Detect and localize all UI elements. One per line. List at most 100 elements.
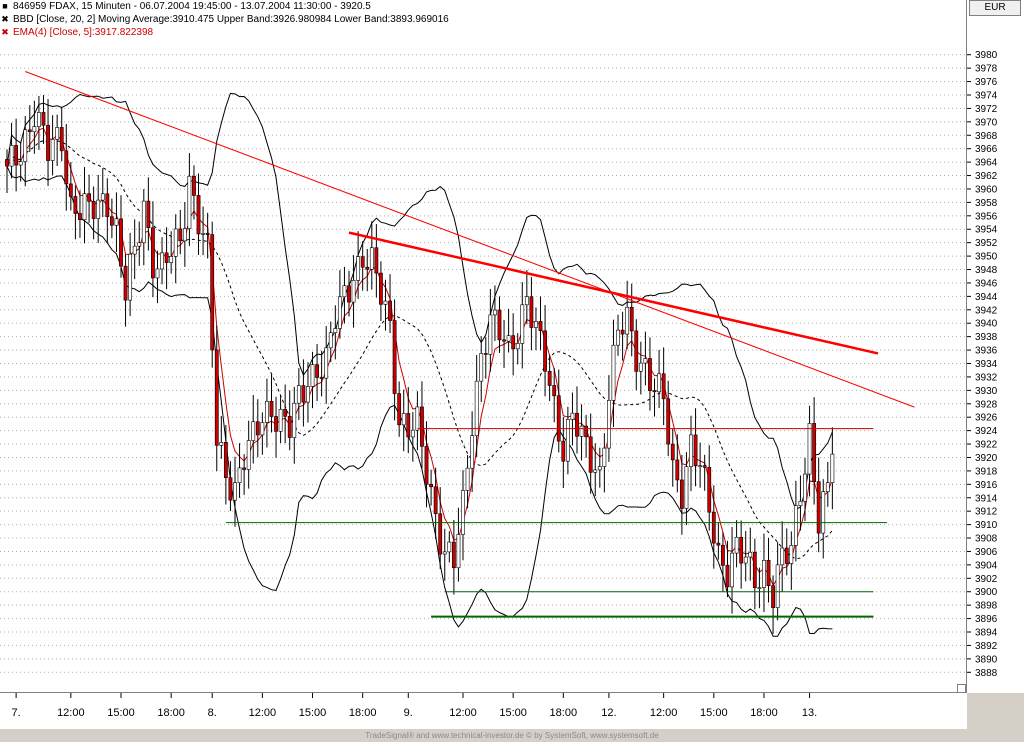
candlestick-chart[interactable] [0, 0, 966, 692]
trend-line [348, 231, 879, 355]
candle [196, 173, 201, 255]
candle-up [447, 541, 452, 553]
candle-down [269, 401, 274, 417]
candle-up [520, 304, 525, 344]
candle-up [474, 380, 479, 436]
time-tick-label: 18:00 [349, 707, 377, 719]
candle-down [547, 370, 552, 386]
time-axis-svg: 7. 12:00 15:00 18:00 8. 12:00 15:00 18:00 9. 12:0… [12, 693, 817, 719]
candle [807, 405, 812, 497]
candle [41, 95, 46, 144]
candle [830, 427, 835, 510]
candle [324, 325, 329, 404]
candle [415, 391, 420, 451]
candle [643, 331, 648, 386]
candle [721, 532, 725, 593]
candle [534, 307, 538, 351]
candle [743, 531, 748, 582]
candle-down [588, 436, 593, 473]
candle [187, 153, 192, 247]
candle [420, 381, 424, 469]
candle [296, 368, 301, 421]
candle [201, 206, 205, 256]
price-tick-label: 3894 [975, 628, 998, 639]
candle [64, 124, 69, 211]
candle-up [643, 358, 648, 364]
legend-symbol-row[interactable]: ■ 846959 FDAX, 15 Minuten - 06.07.2004 1… [0, 0, 449, 13]
time-tick-label: 12:00 [650, 707, 678, 719]
price-tick-label: 3942 [975, 305, 998, 316]
time-tick-label: 12. [601, 707, 616, 719]
candle [433, 467, 438, 540]
candle-down [374, 247, 379, 274]
candle-down [255, 421, 260, 436]
price-tick-label: 3920 [975, 453, 998, 464]
candle [32, 100, 37, 154]
candle [451, 520, 456, 595]
candle-down [397, 393, 402, 426]
candle-up [383, 300, 388, 305]
candle-down [347, 285, 351, 303]
candle [793, 480, 798, 562]
candle-up [50, 139, 55, 161]
candle [401, 389, 406, 452]
candle-down [146, 200, 151, 229]
candle-down [451, 541, 456, 569]
candle-down [91, 200, 96, 219]
candle-up [237, 467, 242, 484]
candle-up [479, 353, 484, 382]
candle [132, 219, 137, 280]
price-tick-label: 3966 [975, 144, 998, 155]
time-axis[interactable]: 7. 12:00 15:00 18:00 8. 12:00 15:00 18:00 9. 12:0… [0, 693, 967, 729]
candle-up [324, 347, 329, 379]
candle-down [483, 353, 488, 355]
candle-down [283, 409, 288, 417]
candle-up [757, 587, 762, 589]
candle-down [27, 129, 32, 133]
price-tick-label: 3924 [975, 426, 998, 437]
candle-down [675, 459, 680, 481]
candle-down [584, 425, 589, 438]
candle [575, 386, 579, 454]
legend-bbd-row[interactable]: ✖ BBD [Close, 20, 2] Moving Average:3910… [0, 13, 448, 26]
candle [593, 443, 598, 497]
price-tick-label: 3930 [975, 386, 998, 397]
candle [629, 283, 634, 357]
candle [739, 520, 744, 589]
candle [319, 350, 324, 397]
candle [46, 99, 50, 187]
candle-down [59, 127, 64, 152]
candle-down [73, 196, 78, 214]
candle [648, 337, 652, 411]
time-tick-label: 18:00 [157, 707, 185, 719]
price-tick-label: 3888 [975, 668, 998, 679]
candle [597, 447, 602, 488]
candle-up [488, 314, 493, 355]
candle-up [638, 362, 643, 372]
candle-up [278, 409, 283, 432]
candle-up [100, 193, 105, 201]
candle [78, 190, 82, 238]
chart-plot-area[interactable]: ■ 846959 FDAX, 15 Minuten - 06.07.2004 1… [0, 0, 967, 693]
price-axis[interactable]: 3980 3978 3976 3974 3972 3970 3968 3966 3964 3962… [967, 0, 1024, 693]
resize-corner-icon[interactable] [957, 684, 966, 693]
candle-down [365, 266, 370, 270]
candle-up [793, 505, 798, 546]
candle [392, 299, 397, 421]
legend-ema-row[interactable]: ✖ EMA(4) [Close, 5]:3917.822398 [0, 26, 449, 39]
candle [689, 415, 693, 492]
candle [784, 528, 789, 576]
candle [771, 575, 775, 634]
price-tick-label: 3952 [975, 238, 998, 249]
price-tick-label: 3944 [975, 292, 998, 303]
candle-down [41, 112, 46, 126]
time-tick-label: 12:00 [249, 707, 277, 719]
candle-up [593, 469, 598, 473]
candle [155, 250, 160, 304]
candle [119, 195, 123, 278]
candle-up [265, 401, 269, 423]
currency-label[interactable]: EUR [969, 0, 1021, 16]
candle [465, 455, 470, 509]
candle [816, 457, 821, 553]
price-axis-svg: 3980 3978 3976 3974 3972 3970 3968 3966 3964 3962… [967, 50, 998, 679]
